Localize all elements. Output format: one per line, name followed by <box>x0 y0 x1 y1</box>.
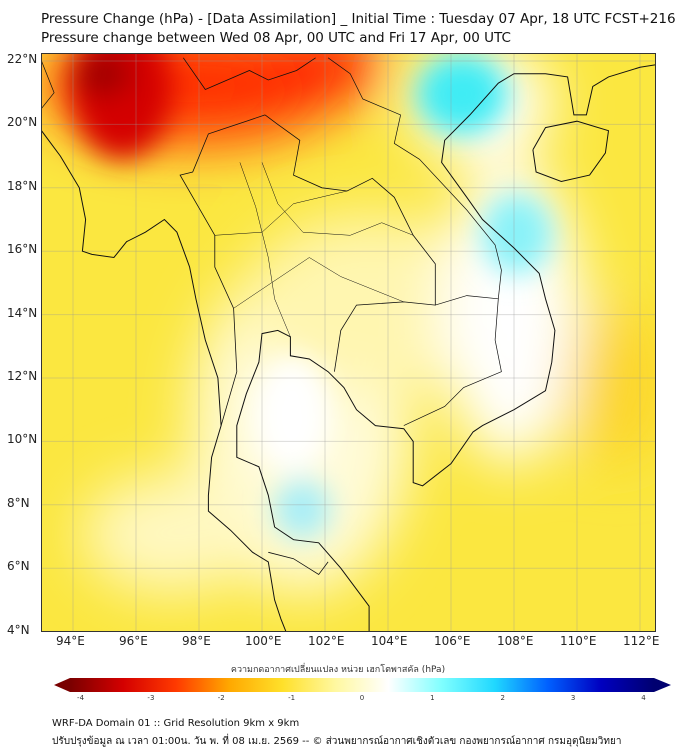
map-canvas <box>42 54 655 631</box>
lat-tick-label: 10°N <box>7 432 38 447</box>
colorbar <box>54 678 671 692</box>
colorbar-tick-label: -2 <box>217 694 225 702</box>
lon-tick-label: 100°E <box>245 634 282 648</box>
colorbar-tick-label: 2 <box>500 694 505 702</box>
lat-tick-label: 4°N <box>7 622 30 637</box>
colorbar-tick-label: -3 <box>147 694 155 702</box>
map-title: Pressure Change (hPa) - [Data Assimilati… <box>41 11 676 27</box>
footer-domain-info: WRF-DA Domain 01 :: Grid Resolution 9km … <box>52 718 300 729</box>
map-subtitle: Pressure change between Wed 08 Apr, 00 U… <box>41 30 511 46</box>
lon-tick-label: 112°E <box>623 634 660 648</box>
colorbar-tick-label: 4 <box>641 694 646 702</box>
colorbar-tick-label: -1 <box>288 694 296 702</box>
border-cambodia-laos <box>435 295 499 306</box>
lat-tick-label: 16°N <box>7 242 38 257</box>
lon-tick-label: 104°E <box>371 634 408 648</box>
colorbar-label: ความกดอากาศเปลี่ยนแปลง หน่วย เฮกโตพาสคัล… <box>230 665 446 675</box>
lon-tick-label: 98°E <box>182 634 211 648</box>
province-borders <box>214 190 348 236</box>
coastline-hainan <box>532 120 610 183</box>
lat-tick-label: 22°N <box>7 52 38 66</box>
lon-tick-label: 94°E <box>56 634 85 648</box>
lon-tick-label: 110°E <box>560 634 597 648</box>
border-myanmar-china <box>182 57 316 90</box>
coastline-west <box>42 130 287 631</box>
border-thailand-myanmar <box>179 114 266 426</box>
province-borders <box>239 162 291 337</box>
lat-tick-label: 14°N <box>7 305 38 320</box>
lon-tick-label: 108°E <box>497 634 534 648</box>
coastline-east <box>236 64 655 631</box>
province-borders <box>261 162 414 236</box>
coastlines-and-borders <box>42 57 655 631</box>
pressure-change-map <box>41 53 656 632</box>
graticule <box>42 54 655 631</box>
colorbar-tick-label: 1 <box>430 694 435 702</box>
colorbar-tick-label: 0 <box>359 694 365 702</box>
lon-tick-label: 106°E <box>434 634 471 648</box>
lat-tick-label: 6°N <box>7 559 30 574</box>
footer-credit: ปรับปรุงข้อมูล ณ เวลา 01:00น. วัน พ. ที่… <box>52 736 622 747</box>
colorbar-min-arrow <box>54 678 70 692</box>
border-myanmar-india <box>42 61 55 109</box>
lat-tick-label: 20°N <box>7 115 38 130</box>
colorbar-gradient <box>70 678 654 692</box>
lat-tick-label: 8°N <box>7 495 30 510</box>
province-borders <box>233 257 404 309</box>
colorbar-tick-label: 3 <box>570 694 576 702</box>
colorbar-max-arrow <box>654 678 671 692</box>
colorbar-tick-label: -4 <box>77 694 85 702</box>
border-thailand-laos <box>264 114 436 372</box>
lat-tick-label: 12°N <box>7 369 38 383</box>
border-thailand-malaysia <box>268 551 329 576</box>
lon-tick-label: 102°E <box>308 634 345 648</box>
lat-tick-label: 18°N <box>7 178 38 193</box>
border-laos-vietnam <box>327 57 502 426</box>
lon-tick-label: 96°E <box>119 634 148 648</box>
